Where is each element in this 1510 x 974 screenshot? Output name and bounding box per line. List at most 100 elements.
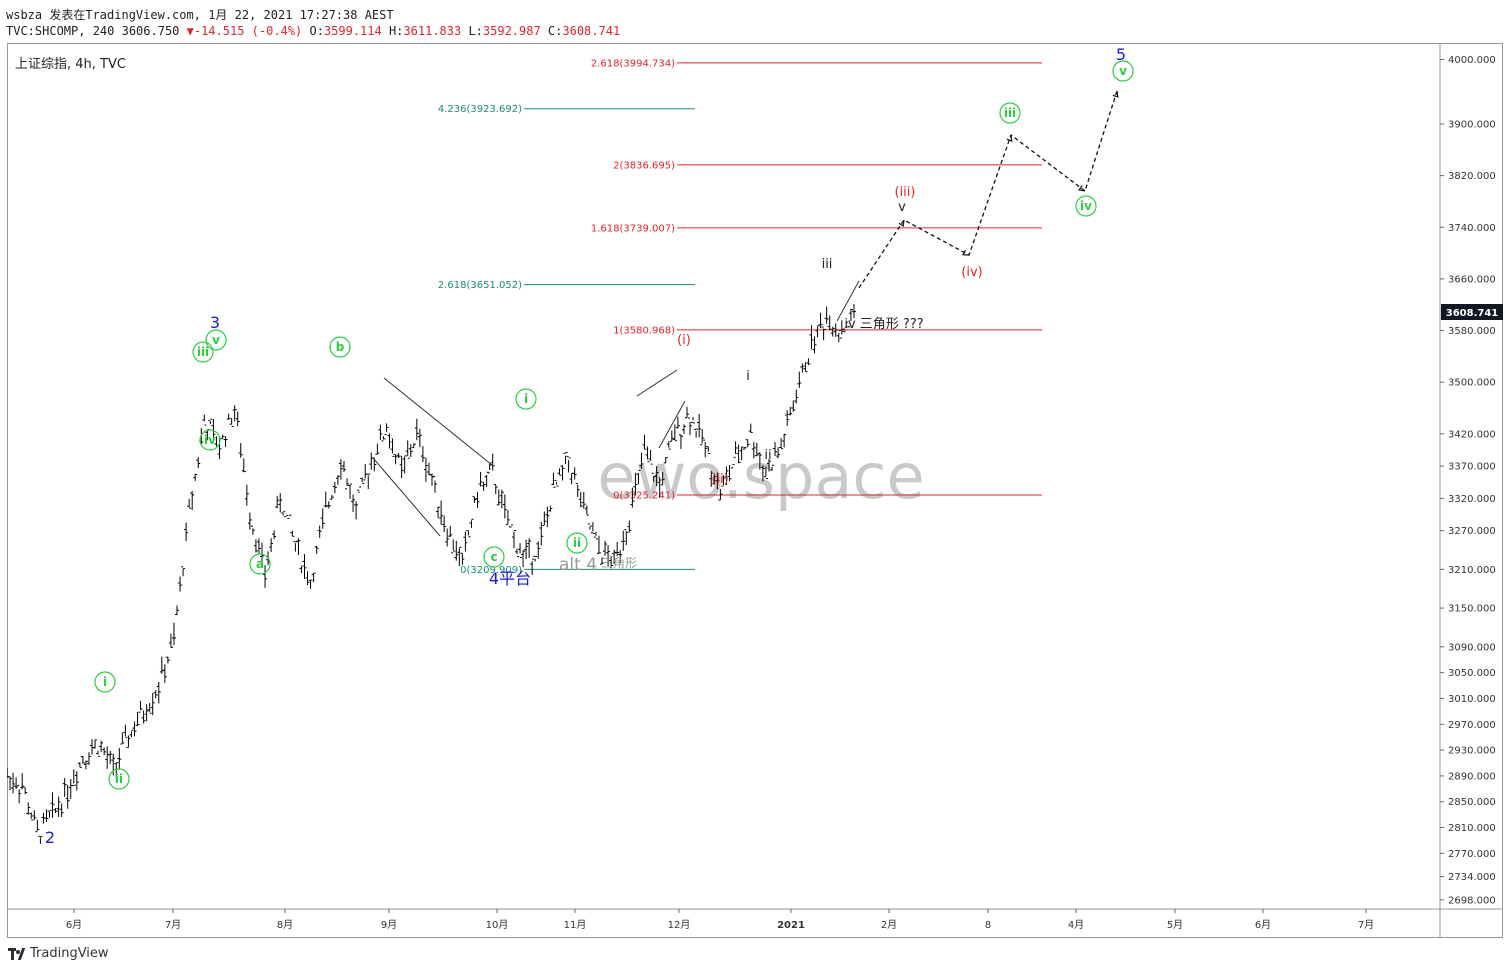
y-tick-label: 3010.000 — [1448, 694, 1496, 705]
projection-arrow-icon — [1112, 90, 1119, 98]
y-tick-label: 3580.000 — [1448, 326, 1496, 337]
author: wsbza — [6, 8, 43, 22]
x-tick-label: 6月 — [1255, 919, 1271, 931]
y-tick-label: 2734.000 — [1448, 872, 1496, 883]
wave-label-circle-icon — [199, 429, 221, 451]
x-tick-label: 6月 — [66, 919, 82, 931]
wave-label-circle-icon — [515, 388, 537, 410]
last-price-badge — [1441, 303, 1503, 320]
x-tick-label: 4月 — [1068, 919, 1084, 931]
wave-label-circle-icon — [108, 768, 130, 790]
high-value: 3611.833 — [403, 24, 462, 38]
wave-label: b — [336, 340, 345, 354]
wave-label: iv 三角形 ??? — [844, 317, 923, 332]
wave-label-circle-icon — [329, 336, 351, 358]
wave-label-circle-icon — [483, 546, 505, 568]
y-tick-label: 3900.000 — [1448, 120, 1496, 131]
symbol-info: TVC:SHCOMP, 240 3606.750 — [6, 24, 180, 38]
wave-label: 三角形 — [601, 556, 637, 570]
y-tick-label: 2810.000 — [1448, 823, 1496, 834]
x-tick-label: 5月 — [1167, 919, 1183, 931]
chart-frame[interactable] — [7, 43, 1503, 938]
y-tick-label: 3320.000 — [1448, 494, 1496, 505]
wave-label-circle-icon — [999, 102, 1021, 124]
y-tick-label: 3370.000 — [1448, 462, 1496, 473]
x-tick-label: 7月 — [165, 919, 181, 931]
x-tick-label: 11月 — [564, 919, 587, 931]
wave-label-circle-icon — [1075, 195, 1097, 217]
wave-label: iv — [1080, 199, 1092, 213]
price-chart[interactable]: 4000.000 3900.000 3820.000 3740.000 3660.000… — [7, 43, 1503, 938]
footer: TradingView — [8, 946, 109, 961]
fib-level-label: 1(3580.968) — [613, 325, 675, 336]
x-tick-label: 2021 — [777, 920, 805, 931]
wave-label: 2 — [45, 828, 55, 847]
y-tick-label: 2930.000 — [1448, 746, 1496, 757]
wave-label: v — [1119, 64, 1127, 78]
wave-label: i — [524, 392, 528, 406]
y-tick-label: 3420.000 — [1448, 429, 1496, 440]
projection-arrow-icon — [1078, 185, 1086, 192]
x-tick-label: 10月 — [486, 919, 509, 931]
fib-level-label: 4.236(3923.692) — [438, 104, 522, 115]
y-tick-label: 3050.000 — [1448, 668, 1496, 679]
symbol-label: 上证综指, 4h, TVC — [15, 57, 126, 72]
wedge-top-line — [636, 369, 678, 397]
x-tick-label: 12月 — [668, 919, 691, 931]
projection-arrow-icon — [898, 219, 905, 227]
y-tick-label: 3270.000 — [1448, 526, 1496, 537]
wave-label: ii — [573, 536, 581, 550]
x-tick-label: 8月 — [277, 919, 293, 931]
down-arrow-icon: ▼ — [186, 24, 194, 38]
wave-label: iii — [197, 345, 209, 359]
chart-header-line1: wsbza 发表在TradingView.com, 1月 22, 2021 17… — [6, 6, 394, 23]
open-value: 3599.114 — [323, 24, 382, 38]
x-tick-label: 7月 — [1358, 919, 1374, 931]
wave-label: 3 — [210, 313, 220, 332]
projection-arrow-icon — [1006, 134, 1013, 142]
wave-label: i — [103, 675, 107, 689]
x-tick-label: 2月 — [881, 919, 897, 931]
y-tick-label: 2698.000 — [1448, 895, 1496, 906]
wave-label: v — [898, 200, 906, 215]
chart-header-line2: TVC:SHCOMP, 240 3606.750 ▼-14.515 (-0.4%… — [6, 24, 620, 38]
fib-level-label: 2.618(3994.734) — [591, 58, 675, 69]
publish-datetime: 1月 22, 2021 17:27:38 AEST — [208, 8, 394, 22]
fib-level-label: 1.618(3739.007) — [591, 223, 675, 234]
open-label: O: — [309, 24, 324, 38]
x-tick-label: 9月 — [381, 919, 397, 931]
wave-label: a — [256, 557, 264, 571]
tradingview-logo-icon — [8, 947, 26, 960]
close-value: 3608.741 — [562, 24, 621, 38]
projection-arrow-icon — [962, 249, 970, 256]
low-value: 3592.987 — [482, 24, 541, 38]
wave-label-circle-icon — [249, 553, 271, 575]
y-tick-label: 3740.000 — [1448, 223, 1496, 234]
fib-level-label: 2(3836.695) — [613, 160, 675, 171]
wave-label-circle-icon — [566, 532, 588, 554]
triangle-line — [836, 280, 860, 322]
fib-level-label: 0(3325.241) — [613, 490, 675, 501]
y-tick-label: 3210.000 — [1448, 565, 1496, 576]
y-tick-label: 3090.000 — [1448, 642, 1496, 653]
y-tick-label: 3500.000 — [1448, 378, 1496, 389]
wave-label: i — [746, 369, 750, 384]
wave-label: 4平台 — [489, 569, 531, 588]
y-tick-label: 2890.000 — [1448, 771, 1496, 782]
wave-label: iii — [822, 257, 833, 272]
wave-label: ii — [115, 772, 123, 786]
high-label: H: — [388, 24, 404, 38]
y-tick-label: 2970.000 — [1448, 720, 1496, 731]
wave-label-circle-icon — [94, 671, 116, 693]
published-text: 发表在TradingView.com, — [49, 8, 201, 22]
wave-label-circle-icon — [205, 329, 227, 351]
wave-label: c — [490, 550, 497, 564]
y-tick-label: 4000.000 — [1448, 55, 1496, 66]
wave-label-circle-icon — [1112, 60, 1134, 82]
wave-label: v — [212, 333, 220, 347]
x-tick-label: 8 — [985, 920, 991, 931]
last-price-label: 3608.741 — [1446, 308, 1499, 319]
wedge-bottom-line — [658, 400, 686, 449]
wave-label: (ii) — [711, 472, 728, 487]
watermark: ewo.space — [597, 440, 924, 513]
